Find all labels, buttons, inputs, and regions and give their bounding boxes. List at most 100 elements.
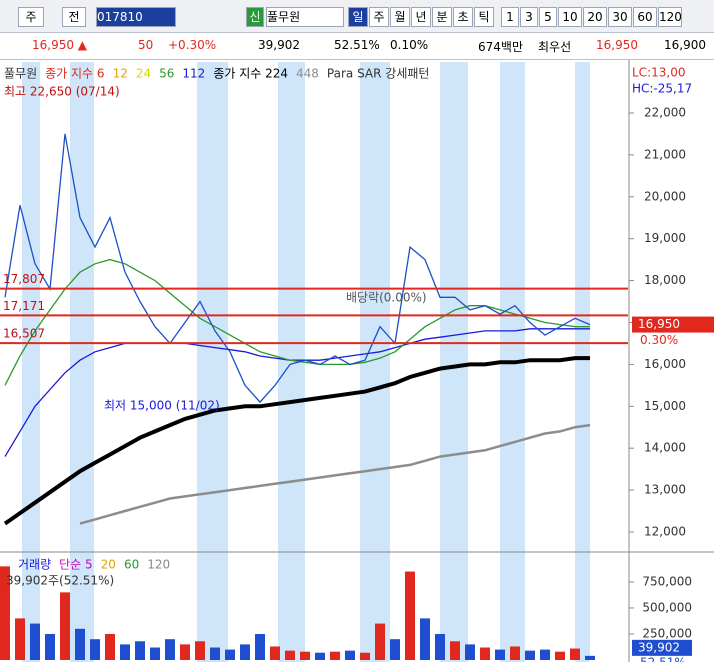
quote-bar: 16,950 ▲ 50 +0.30% 39,902 52.51% 0.10% 6… (0, 33, 714, 60)
volume-bar (240, 644, 250, 660)
legend-entry: 종가 지수 6 (45, 67, 104, 81)
volume-bar (210, 647, 220, 660)
amount: 674백만 (478, 40, 523, 54)
y-tick-label: 500,000 (642, 600, 692, 614)
ask: 16,950 (596, 38, 638, 52)
toolbar: 주 전 017810 신 풀무원 일 주 월 년 분 초 틱 1 3 5 10 20 30 60 120 (0, 0, 714, 33)
price: 16,950 ▲ (32, 38, 88, 52)
market[interactable]: 주 (18, 7, 44, 27)
y-tick-label: 12,000 (644, 524, 686, 538)
period-button[interactable]: 1 (501, 7, 519, 27)
volume-bar (300, 651, 310, 660)
y-tick-label: 14,000 (644, 441, 686, 455)
change: 50 (138, 38, 154, 52)
legend-entry: 56 (159, 67, 174, 81)
volume-bar (375, 623, 385, 660)
volume-bar (480, 647, 490, 660)
period-button[interactable]: 5 (539, 7, 557, 27)
volume-bar (60, 592, 70, 660)
level-label: 16,507 (3, 327, 45, 341)
last-volume-pct: 52.51% (640, 655, 686, 662)
period-button[interactable]: 틱 (474, 7, 494, 27)
volume-bar (345, 650, 355, 660)
last-price-box (632, 316, 714, 333)
level-label: 17,171 (3, 299, 45, 313)
volume-bar (105, 633, 115, 660)
y-tick-label: 16,000 (644, 357, 686, 371)
change-pct: +0.30% (168, 38, 217, 52)
volume: 39,902 (258, 38, 300, 52)
annotation: 최고 22,650 (07/14) (4, 85, 120, 99)
legend-entry: 단순 5 (59, 558, 93, 572)
y-tick-label: 19,000 (644, 231, 686, 245)
volume-bar (225, 649, 235, 660)
legend-entry: 60 (124, 558, 139, 572)
period-button[interactable]: 60 (633, 7, 657, 27)
volume-bar (525, 650, 535, 660)
y-tick-label: 22,000 (644, 105, 686, 119)
volume-bar (180, 644, 190, 660)
period-button[interactable]: 년 (411, 7, 431, 27)
volume-bar (0, 566, 10, 660)
volume-bar (450, 641, 460, 660)
volume-bar (165, 639, 175, 660)
y-tick-label: 750,000 (642, 574, 692, 588)
series-line (4, 258, 590, 386)
volume-bar (405, 571, 415, 660)
best-label: 최우선 (538, 40, 572, 54)
series-line (3, 356, 590, 526)
volume-bar (90, 639, 100, 660)
legend-entry: 풀무원 (4, 67, 37, 81)
series-line (79, 423, 591, 525)
volume-bar (135, 641, 145, 660)
legend-entry: 거래량 (18, 558, 51, 572)
volume-bar (585, 655, 595, 660)
prev[interactable]: 전 (62, 7, 86, 27)
volume-pct: 52.51% (334, 38, 380, 52)
annotation: HC:-25,17 (632, 82, 692, 96)
period-button[interactable]: 분 (432, 7, 452, 27)
volume-bar (270, 646, 280, 660)
volume-bar (435, 633, 445, 660)
volume-bar (540, 649, 550, 660)
y-tick-label: 18,000 (644, 273, 686, 287)
legend-entry: 112 (182, 67, 205, 81)
period-button[interactable]: 30 (608, 7, 632, 27)
volume-bar (555, 651, 565, 660)
period-button[interactable]: 주 (369, 7, 389, 27)
period-button[interactable]: 120 (658, 7, 682, 27)
legend-entry: Para SAR 강세패턴 (327, 67, 430, 81)
volume-bar (330, 651, 340, 660)
turnover: 0.10% (390, 38, 429, 52)
volume-bar (255, 633, 265, 660)
series-line (4, 133, 591, 404)
volume-bar (150, 647, 160, 660)
month-shading (22, 62, 590, 662)
last-price: 16,950 (638, 317, 680, 331)
volume-bar (390, 639, 400, 660)
period-button[interactable]: 월 (390, 7, 410, 27)
period-button[interactable]: 3 (520, 7, 538, 27)
legend-entry: 20 (101, 558, 116, 572)
y-tick-label: 13,000 (644, 483, 686, 497)
last-pct: 0.30% (640, 333, 678, 347)
annotation: 배당락(0.00%) (346, 291, 427, 305)
period-button[interactable]: 일 (348, 7, 368, 27)
bid: 16,900 (664, 38, 706, 52)
volume-bar (570, 648, 580, 660)
volume-bar (285, 650, 295, 660)
last-volume-box (632, 639, 692, 656)
period-button[interactable]: 초 (453, 7, 473, 27)
annotation: LC:13,00 (632, 66, 685, 80)
volume-bar (495, 649, 505, 660)
period-button[interactable]: 10 (558, 7, 582, 27)
period-button[interactable]: 20 (583, 7, 607, 27)
code-input[interactable]: 017810 (96, 7, 176, 27)
volume-bar (195, 641, 205, 660)
annotation: 최저 15,000 (11/02) (104, 399, 220, 413)
volume-bar (30, 623, 40, 660)
legend-entry: 24 (136, 67, 151, 81)
volume-bar (510, 646, 520, 660)
badge: 신 (246, 7, 264, 27)
